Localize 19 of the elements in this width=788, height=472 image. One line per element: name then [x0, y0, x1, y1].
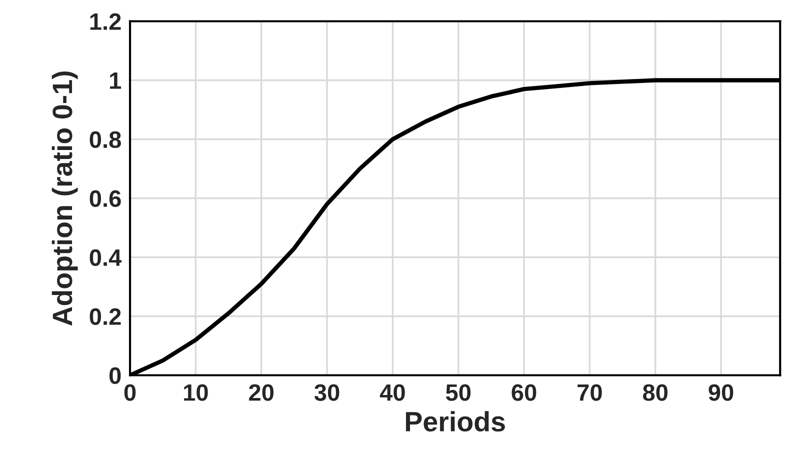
x-tick-label: 20	[249, 384, 274, 401]
x-tick-label: 40	[380, 384, 405, 401]
y-tick-label: 1	[110, 72, 122, 89]
y-tick-label: 0.2	[90, 308, 121, 326]
y-axis-title: Adoption (ratio 0-1)	[52, 72, 78, 326]
x-tick-label: 80	[642, 384, 668, 401]
x-tick-label: 60	[512, 384, 536, 401]
y-tick-label: 0.4	[90, 249, 122, 266]
y-tick-label: 0.8	[90, 131, 121, 148]
x-tick-label: 90	[708, 384, 734, 401]
y-tick-label: 1.2	[90, 13, 121, 30]
y-tick-label: 0	[109, 367, 121, 384]
x-tick-label: 10	[184, 384, 208, 401]
x-tick-label: 30	[314, 384, 340, 401]
x-tick-label: 50	[446, 384, 471, 401]
y-tick-label: 0.6	[90, 190, 121, 208]
x-axis-title: Periods	[406, 411, 505, 432]
x-tick-label: 0	[124, 384, 136, 401]
x-tick-label: 70	[578, 384, 602, 401]
